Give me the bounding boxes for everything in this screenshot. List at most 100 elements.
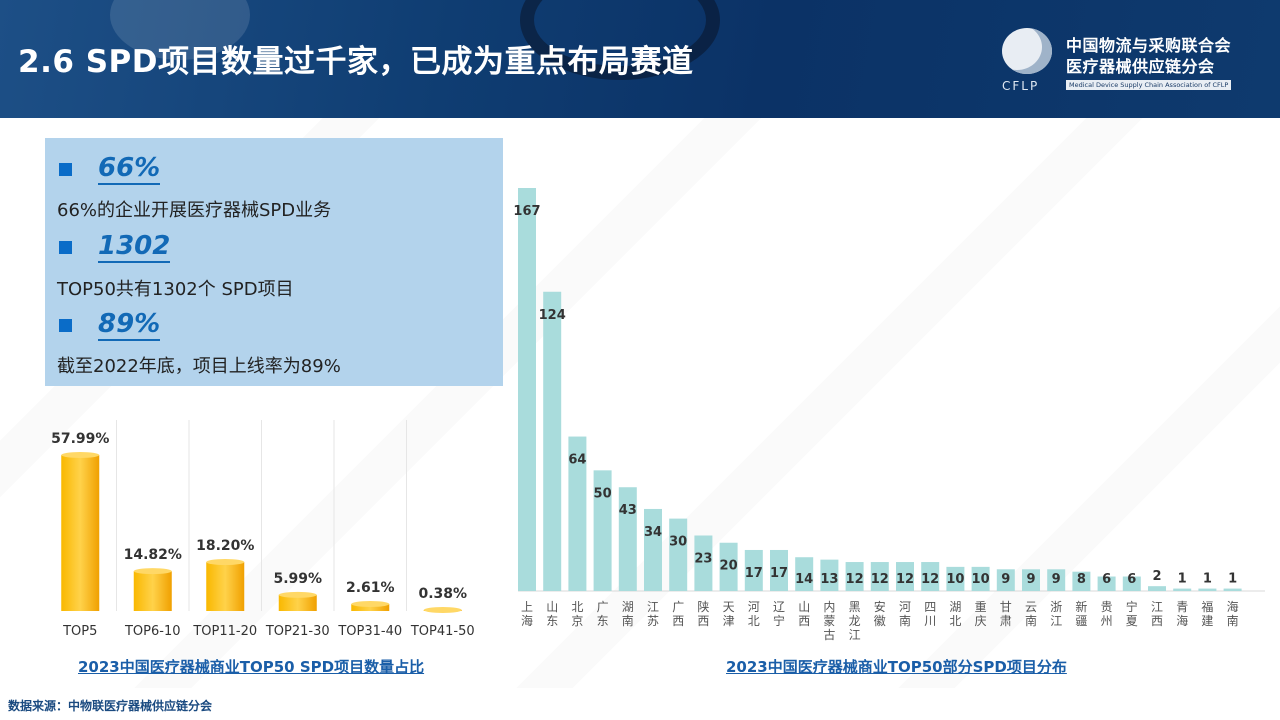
bar-TOP21-30 bbox=[278, 594, 317, 611]
x-tick-label: 江西 bbox=[1151, 600, 1163, 628]
data-label: 1 bbox=[1203, 572, 1212, 587]
x-tick-label: 湖北 bbox=[949, 599, 961, 628]
bar-广西 bbox=[669, 518, 688, 591]
bullet-square-icon bbox=[59, 241, 72, 254]
bullet-square-icon bbox=[59, 319, 72, 332]
data-label: 12 bbox=[871, 572, 889, 587]
page-title: 2.6 SPD项目数量过千家，已成为重点布局赛道 bbox=[18, 44, 694, 80]
x-tick-label: 山西 bbox=[798, 600, 810, 628]
stat-value: 66% bbox=[98, 153, 161, 185]
bar-湖北 bbox=[946, 566, 965, 591]
stat-desc: 截至2022年底，项目上线率为89% bbox=[57, 356, 341, 377]
bar-浙江 bbox=[1047, 569, 1066, 591]
x-tick-label: TOP5 bbox=[62, 624, 97, 639]
x-tick-label: 陕西 bbox=[697, 599, 709, 628]
data-label: 57.99% bbox=[51, 431, 109, 447]
x-tick-label: 湖南 bbox=[622, 599, 634, 628]
data-label: 9 bbox=[1001, 572, 1010, 587]
bar-宁夏 bbox=[1122, 576, 1141, 591]
x-tick-label: TOP21-30 bbox=[265, 624, 330, 639]
data-label: 17 bbox=[745, 566, 763, 581]
bar-天津 bbox=[719, 542, 738, 591]
bar-黑龙江 bbox=[845, 562, 864, 591]
data-label: 20 bbox=[720, 559, 738, 574]
data-label: 8 bbox=[1077, 572, 1086, 587]
x-tick-label: 安徽 bbox=[874, 599, 886, 628]
data-label: 167 bbox=[513, 204, 540, 219]
logo-cn-line2: 医疗器械供应链分会 bbox=[1066, 57, 1215, 76]
data-label: 18.20% bbox=[196, 538, 254, 554]
bar-山西 bbox=[795, 557, 814, 591]
bar-河南 bbox=[896, 562, 914, 591]
bar-河北 bbox=[744, 549, 763, 591]
bar-内蒙古 bbox=[820, 559, 839, 591]
bar-甘肃 bbox=[996, 569, 1015, 591]
bar-青海 bbox=[1173, 588, 1192, 591]
x-tick-label: 黑龙江 bbox=[849, 600, 861, 642]
x-tick-label: 海南 bbox=[1227, 599, 1239, 628]
data-source: 数据来源：中物联医疗器械供应链分会 bbox=[8, 699, 213, 713]
x-tick-label: TOP31-40 bbox=[337, 624, 402, 639]
x-tick-label: 北京 bbox=[571, 600, 583, 628]
left-bar-chart: 57.99% TOP5 14.82% TOP6-10 18.20% TOP11-20 5.9… bbox=[51, 420, 475, 639]
x-tick-label: 福建 bbox=[1201, 599, 1213, 628]
header-banner: 2.6 SPD项目数量过千家，已成为重点布局赛道 CFLP 中国物流与采购联合会… bbox=[0, 0, 1280, 118]
data-label: 2.61% bbox=[346, 580, 395, 596]
bar-TOP11-20 bbox=[206, 562, 245, 611]
data-label: 9 bbox=[1026, 572, 1035, 587]
x-tick-label: TOP41-50 bbox=[410, 624, 475, 639]
data-label: 1 bbox=[1228, 572, 1237, 587]
stat-value: 89% bbox=[98, 309, 161, 341]
bar-四川 bbox=[921, 562, 940, 591]
stat-desc: TOP50共有1302个 SPD项目 bbox=[57, 279, 294, 300]
x-tick-label: 河南 bbox=[899, 600, 911, 628]
logo-en: Medical Device Supply Chain Association … bbox=[1066, 80, 1232, 90]
x-tick-label: 四川 bbox=[924, 600, 936, 628]
bar-top bbox=[206, 559, 245, 566]
data-label: 43 bbox=[619, 503, 637, 518]
x-tick-label: 贵州 bbox=[1101, 600, 1113, 628]
x-tick-label: 天津 bbox=[723, 600, 735, 628]
logo-abbr: CFLP bbox=[1002, 79, 1040, 93]
data-label: 64 bbox=[568, 453, 586, 468]
logo-globe-icon bbox=[1002, 28, 1052, 74]
stat-desc: 66%的企业开展医疗器械SPD业务 bbox=[57, 200, 332, 221]
x-tick-label: 江苏 bbox=[647, 600, 659, 628]
bar-广东 bbox=[593, 470, 612, 591]
bar-江西 bbox=[1148, 586, 1166, 591]
bar-TOP5 bbox=[61, 455, 100, 611]
x-tick-label: 广东 bbox=[597, 600, 609, 628]
bar-贵州 bbox=[1097, 576, 1116, 591]
x-tick-label: 山东 bbox=[546, 600, 558, 628]
data-label: 34 bbox=[644, 525, 662, 540]
x-tick-label: 新疆 bbox=[1075, 599, 1087, 628]
bar-TOP6-10 bbox=[133, 571, 172, 611]
stat-heading: 66% bbox=[59, 153, 161, 185]
data-label: 0.38% bbox=[418, 586, 467, 602]
logo-cn-line1: 中国物流与采购联合会 bbox=[1066, 36, 1232, 55]
x-tick-label: 云南 bbox=[1025, 600, 1037, 628]
bar-海南 bbox=[1223, 588, 1242, 591]
bar-北京 bbox=[568, 436, 587, 591]
data-label: 6 bbox=[1127, 572, 1136, 587]
x-tick-label: 宁夏 bbox=[1126, 599, 1138, 628]
data-label: 12 bbox=[921, 572, 939, 587]
bar-福建 bbox=[1198, 588, 1217, 591]
stat-value: 1302 bbox=[98, 231, 171, 263]
data-label: 17 bbox=[770, 566, 788, 581]
bar-top bbox=[351, 600, 390, 607]
bar-top bbox=[61, 452, 100, 459]
data-label: 10 bbox=[946, 572, 964, 587]
bar-辽宁 bbox=[770, 549, 788, 591]
x-tick-label: 上海 bbox=[521, 600, 533, 628]
data-label: 1 bbox=[1178, 572, 1187, 587]
bullet-square-icon bbox=[59, 163, 72, 176]
bar-新疆 bbox=[1072, 571, 1091, 591]
x-tick-label: 广西 bbox=[672, 600, 684, 628]
data-label: 23 bbox=[694, 551, 712, 566]
data-label: 124 bbox=[539, 308, 566, 323]
x-tick-label: TOP11-20 bbox=[192, 624, 257, 639]
bar-山东 bbox=[543, 291, 562, 591]
x-tick-label: 重庆 bbox=[975, 600, 987, 628]
cflp-logo: CFLP 中国物流与采购联合会 医疗器械供应链分会 Medical Device… bbox=[1000, 26, 1240, 96]
